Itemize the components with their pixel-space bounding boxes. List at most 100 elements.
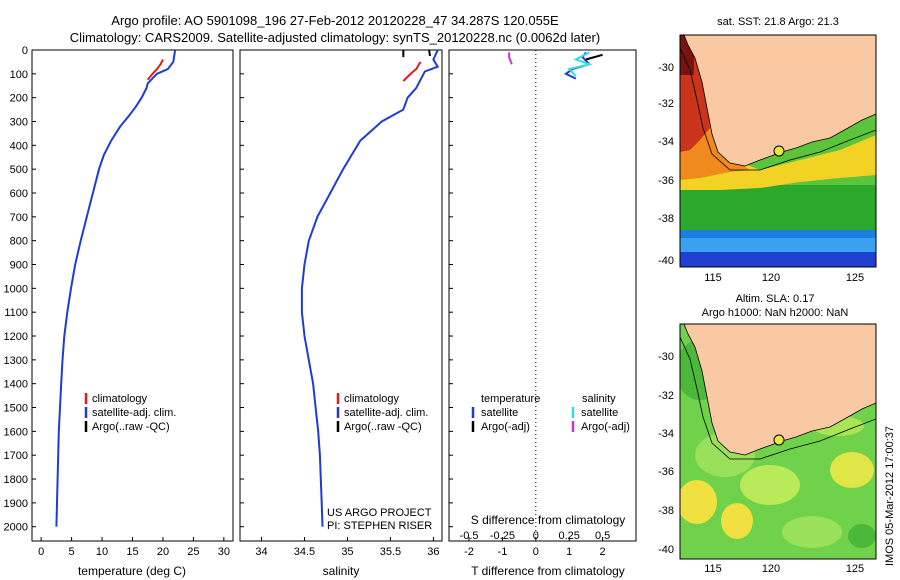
sla-land: [683, 324, 876, 456]
figure-title-line1: Argo profile: AO 5901098_196 27-Feb-2012…: [111, 13, 559, 28]
sla-map-title-line1: Altim. SLA: 0.17: [736, 293, 815, 305]
x-tick-label: 35: [341, 546, 353, 558]
depth-tick-label: 900: [10, 260, 28, 272]
x-tick-label: 20: [157, 546, 169, 558]
x-tick-label-top: 0: [533, 530, 539, 542]
sst-ytick-label: -32: [658, 98, 674, 110]
depth-tick-label: 200: [10, 93, 28, 105]
difference-temperature-legend: temperature satellite Argo(-adj): [471, 393, 540, 433]
depth-tick-label: 1700: [4, 450, 28, 462]
x-tick-label-top: 0.25: [559, 530, 580, 542]
legend-climatology-label: climatology: [344, 393, 400, 405]
difference-xlabel: T difference from climatology: [471, 564, 625, 578]
legend-satellite-label: satellite-adj. clim.: [344, 407, 428, 419]
sst-ytick-label: -36: [658, 175, 674, 187]
sst-land: [683, 35, 876, 167]
sla-ytick-label: -36: [658, 466, 674, 478]
sla-yticks: -30 -32 -34 -36 -38 -40: [658, 351, 674, 556]
x-tick-label-top: -0.5: [460, 530, 479, 542]
sla-map-frame: [679, 323, 877, 560]
sla-argo-marker: [773, 434, 785, 446]
sst-ytick-label: -40: [658, 255, 674, 267]
sla-xtick-label: 125: [846, 563, 864, 575]
legend-argo-label: Argo(..raw -QC): [92, 421, 170, 433]
legend-s-satellite-label: satellite: [581, 407, 618, 419]
x-tick-label: 35.5: [380, 546, 401, 558]
sst-xtick-label: 115: [704, 272, 722, 284]
x-tick-label: 5: [69, 546, 75, 558]
project-annotation: US ARGO PROJECT: [327, 507, 432, 519]
legend-satellite-label: satellite-adj. clim.: [92, 407, 176, 419]
sst-ytick-label: -30: [658, 62, 674, 74]
depth-tick-label: 400: [10, 140, 28, 152]
temperature-axes: [31, 49, 234, 542]
sst-xtick-label: 120: [762, 272, 780, 284]
depth-tick-label: 2000: [4, 522, 28, 534]
sla-ytick-label: -38: [658, 505, 674, 517]
x-tick-label: 30: [218, 546, 230, 558]
figure-title-line2: Climatology: CARS2009. Satellite-adjuste…: [70, 30, 600, 45]
series-s-satellite: [567, 51, 593, 77]
sla-ytick-label: -40: [658, 544, 674, 556]
series-climatology: [402, 61, 422, 82]
depth-tick-label: 800: [10, 236, 28, 248]
sst-map-title: sat. SST: 21.8 Argo: 21.3: [717, 16, 839, 28]
sst-xticks: 115 120 125: [704, 272, 864, 284]
sst-map: [680, 35, 876, 267]
x-tick-label: -1: [498, 546, 508, 558]
salinity-xlabel: salinity: [323, 564, 360, 578]
sla-blob: [680, 480, 717, 524]
depth-tick-label: 1900: [4, 498, 28, 510]
depth-tick-label: 1300: [4, 355, 28, 367]
sst-ytick-label: -34: [658, 136, 674, 148]
legend-s-argo-label: Argo(-adj): [581, 421, 630, 433]
difference-axes: [448, 49, 637, 542]
x-tick-label: 1: [566, 546, 572, 558]
sst-argo-marker: [773, 145, 785, 157]
sla-blob: [721, 503, 753, 539]
x-tick-label: -2: [464, 546, 474, 558]
series-argo-raw-qc: [428, 49, 431, 57]
x-tick-label: 10: [96, 546, 108, 558]
series-satellite-adj-clim: [55, 49, 177, 527]
x-tick-label: 25: [187, 546, 199, 558]
depth-tick-label: 1400: [4, 379, 28, 391]
sla-ytick-label: -30: [658, 351, 674, 363]
salinity-legend: climatology satellite-adj. clim. Argo(..…: [336, 393, 428, 433]
depth-tick-label: 600: [10, 188, 28, 200]
x-tick-label: 15: [126, 546, 138, 558]
depth-tick-label: 1100: [4, 307, 28, 319]
sla-map: [680, 324, 876, 559]
sla-ytick-label: -32: [658, 390, 674, 402]
sla-blob: [782, 516, 842, 548]
legend-salinity-heading: salinity: [582, 393, 616, 405]
temperature-xlabel: temperature (deg C): [78, 564, 186, 578]
x-tick-label: 34: [255, 546, 267, 558]
x-tick-label: 0: [38, 546, 44, 558]
depth-tick-label: 700: [10, 212, 28, 224]
legend-t-argo-label: Argo(-adj): [481, 421, 530, 433]
sst-dark-blue-band: [680, 252, 876, 267]
depth-tick-label: 1800: [4, 474, 28, 486]
sst-ytick-label: -38: [658, 213, 674, 225]
legend-climatology-label: climatology: [92, 393, 148, 405]
x-tick-label: 34.5: [294, 546, 315, 558]
x-tick-label: 36: [427, 546, 439, 558]
legend-t-satellite-label: satellite: [481, 407, 518, 419]
depth-axis: 0 100 200 300 400 500 600 700 800 900 1000 1100 1200…: [4, 45, 453, 534]
difference-salinity-legend: salinity satellite Argo(-adj): [571, 393, 630, 433]
sla-blob: [848, 524, 876, 548]
sla-ytick-label: -34: [658, 428, 674, 440]
depth-tick-label: 0: [22, 45, 28, 57]
depth-tick-label: 300: [10, 117, 28, 129]
difference-xlabel-top: S difference from climatology: [471, 513, 626, 527]
salinity-axes: [239, 49, 443, 542]
depth-tick-label: 100: [10, 69, 28, 81]
series-climatology: [146, 59, 164, 81]
legend-temperature-heading: temperature: [481, 393, 540, 405]
x-tick-label-top: 0.5: [595, 530, 610, 542]
sst-yticks: -30 -32 -34 -36 -38 -40: [658, 62, 674, 267]
depth-tick-label: 1200: [4, 331, 28, 343]
sla-xtick-label: 120: [762, 563, 780, 575]
sst-depth-contour: [680, 47, 876, 171]
